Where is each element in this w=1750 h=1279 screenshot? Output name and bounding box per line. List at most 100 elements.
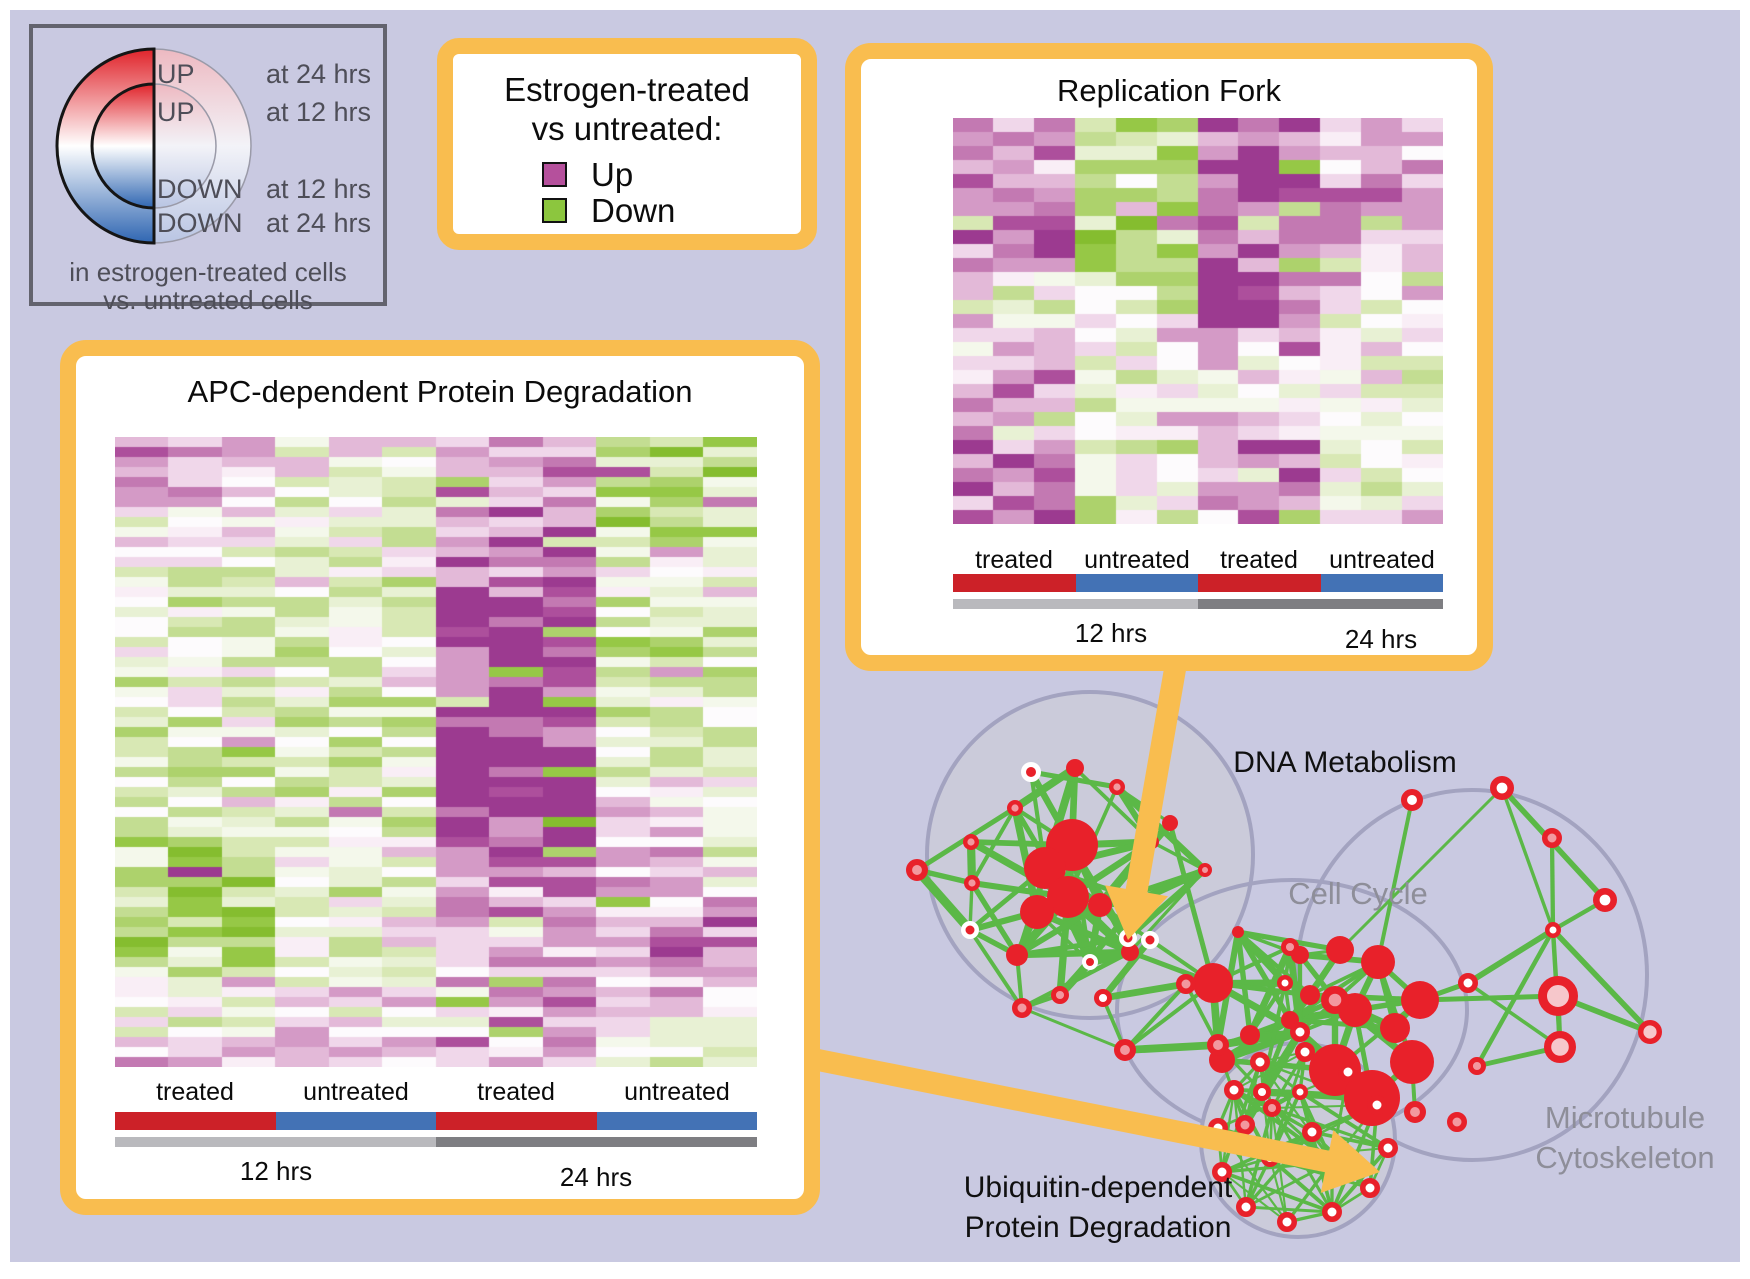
cc-edge [1258,1030,1304,1094]
ub-label-line1: Ubiquitin-dependent [963,1171,1233,1204]
cc-gene-node [1207,1034,1230,1057]
cc-gene-node [1252,1082,1271,1101]
down-color-swatch [542,197,567,223]
dna-edge [1016,935,1129,958]
cross-cluster-edge [1376,799,1414,963]
apc-panel-title: APC-dependent Protein Degradation [187,374,693,409]
cc-edge [1184,983,1220,1046]
cc-gene-node [1277,975,1293,991]
dna-gene-node [1024,847,1066,889]
rf-untreated-bar-24h [1321,574,1443,592]
dna-gene-node [1012,998,1032,1018]
key-up-inner-time: at 12 hrs [265,97,371,127]
rf-panel-title: Replication Fork [1057,73,1281,108]
dna-edge [1015,902,1102,958]
rf-group-label-4: untreated [1329,546,1435,574]
ub-gene-node [1277,1212,1297,1232]
cc-gene-node [1300,985,1320,1005]
ub-edge [1270,1107,1289,1223]
rf-12hrs-bar [953,599,1198,609]
key-down-outer-time: at 24 hrs [265,208,371,238]
dna-metabolism-label: DNA Metabolism [1233,746,1457,779]
apc-12hrs-bar [115,1137,436,1147]
apc-group-label-3: treated [477,1078,555,1106]
cc-gene-node [1232,926,1244,938]
mt-gene-node [1467,1056,1486,1075]
mt-gene-node [1447,1112,1467,1132]
dna-gene-node [1088,893,1112,917]
dna-gene-node [1198,863,1212,877]
ub-edge [1244,1130,1314,1209]
ub-edge [1311,1130,1389,1150]
key-up-outer-label: UP [157,59,195,89]
dna-edge [1126,867,1207,941]
rf-treated-bar-12h [953,574,1076,592]
dna-gene-node [1021,762,1041,782]
ub-gene-node [1322,1202,1342,1222]
cc-edge [1123,982,1188,1052]
dna-gene-node [1006,944,1028,966]
dna-edge [1030,769,1118,790]
mt-gene-node [1637,1020,1662,1045]
mt-edge [1466,927,1555,986]
apc-treated-bar-24h [436,1112,597,1130]
dna-gene-node [961,921,979,939]
dna-gene-node [1020,895,1054,929]
key-caption-line2: vs. untreated cells [103,285,313,315]
apc-untreated-bar-24h [597,1112,757,1130]
legend-item-down: Down [542,192,712,228]
dna-gene-node [1108,779,1125,796]
mt-edge [1549,837,1556,931]
cc-gene-node [1193,963,1233,1003]
rf-group-label-2: untreated [1084,546,1190,574]
dna-gene-node [1121,943,1139,961]
cc-gene-node [1280,937,1299,956]
ub-gene-node [1360,1178,1380,1198]
key-caption-line1: in estrogen-treated cells [69,257,347,287]
cc-gene-node [1114,1039,1137,1062]
inner-right-half [153,83,217,209]
apc-24hrs-bar [436,1137,757,1147]
cc-edge [1289,1017,1396,1031]
ub-edge [1245,1205,1333,1214]
dna-gene-node [1050,985,1069,1004]
apc-12hrs-label: 12 hrs [239,1156,313,1186]
dna-gene-node [1047,876,1089,918]
ub-gene-node [1236,1197,1256,1217]
cross-cluster-edge [1419,993,1559,1003]
mt-edge [1550,928,1653,1034]
dna-gene-node [906,859,929,882]
mt-gene-node [1543,1030,1576,1063]
apc-heatmap-panel: APC-dependent Protein Degradation treate… [60,340,820,1215]
cc-edge [1235,929,1288,986]
mt-gene-node [1545,922,1561,938]
key-down-inner-time: at 12 hrs [265,174,371,204]
annotation-arrow-head-2 [1320,1130,1380,1193]
mt-edge [1500,787,1555,931]
dna-edge [970,807,1017,884]
legend-title: Estrogen-treated vs untreated: [453,70,801,148]
cc-gene-node [1240,1025,1260,1045]
mt-gene-node [1404,1101,1427,1124]
dna-edge [1012,764,1078,812]
cc-edge [1102,980,1187,1002]
cross-cluster-edge [1021,1006,1126,1052]
dna-gene-node [1066,759,1084,777]
dna-gene-node [963,834,980,851]
cc-gene-node [1141,931,1159,949]
dna-gene-node [964,875,981,892]
mt-cluster-shape [1295,788,1649,1162]
ub-edge [1233,1051,1306,1091]
microtubule-cytoskeleton-label: Microtubule Cytoskeleton [1535,1098,1714,1178]
replication-fork-heatmap-panel: Replication Fork treated untreated treat… [845,43,1493,671]
apc-treated-bar-12h [115,1112,276,1130]
mt-gene-node [1458,973,1478,993]
cross-cluster-edge [1167,822,1216,984]
apc-group-label-4: untreated [624,1078,730,1106]
inner-left-half [90,82,156,210]
annotation-arrow-head-1 [1105,885,1169,940]
mt-label-line2: Cytoskeleton [1535,1140,1715,1175]
color-legend: Estrogen-treated vs untreated: Up Down [437,38,817,250]
apc-24hrs-label: 24 hrs [559,1162,633,1192]
